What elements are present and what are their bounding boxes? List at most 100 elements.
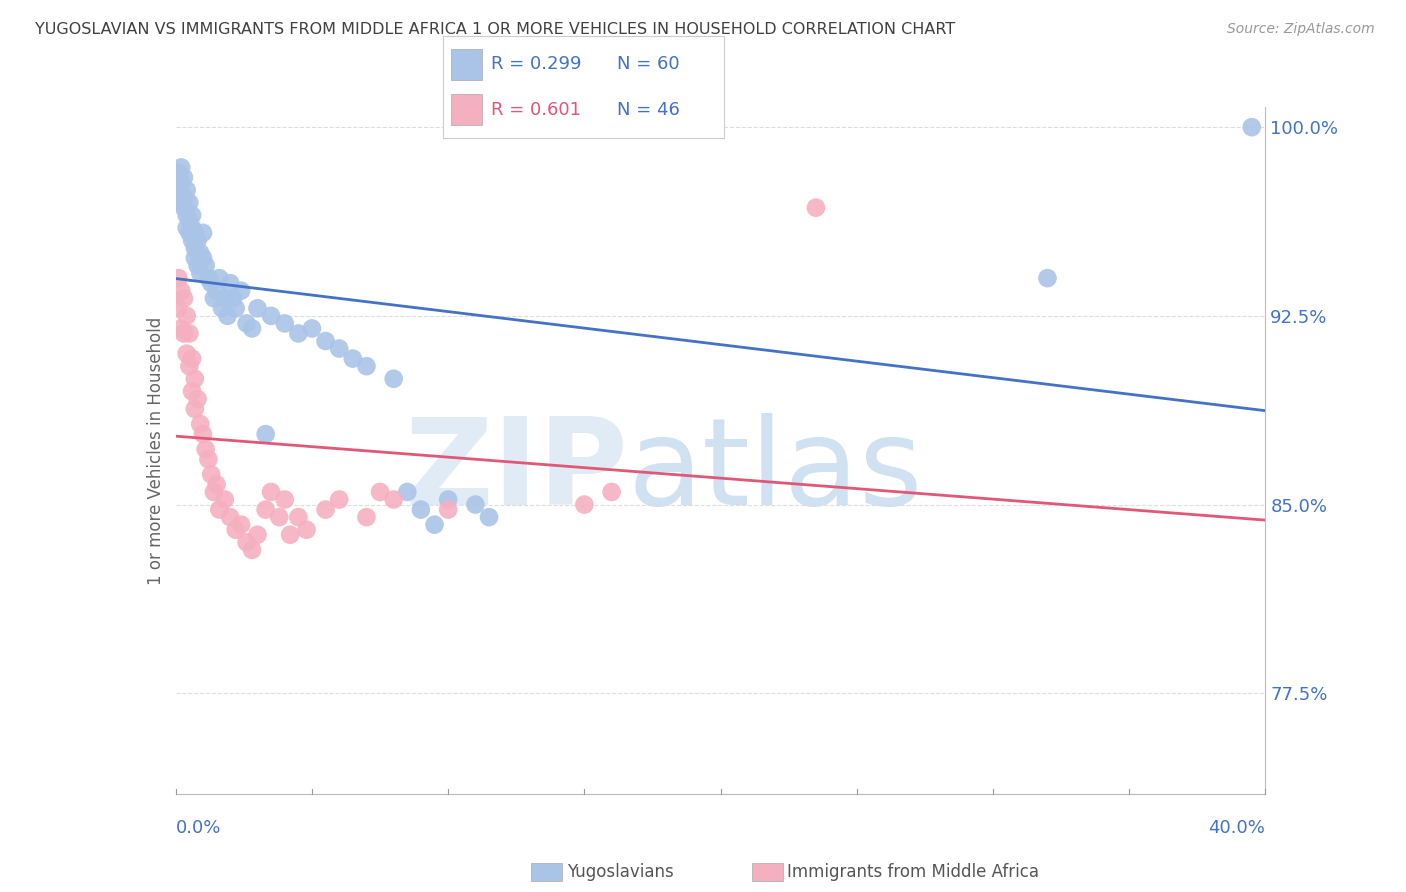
Point (274, 492, 297, 507)
Point (214, 492, 236, 507)
Point (225, 523, 247, 537)
Point (184, 401, 207, 416)
Point (231, 284, 253, 298)
Point (1240, 120, 1263, 135)
Point (188, 246, 211, 260)
Point (219, 510, 242, 524)
Point (179, 326, 201, 341)
Point (184, 372, 207, 386)
Point (222, 291, 245, 305)
FancyBboxPatch shape (451, 49, 482, 79)
Point (278, 527, 301, 541)
Point (191, 226, 214, 240)
Text: atlas: atlas (628, 413, 924, 530)
Text: Yugoslavians: Yugoslavians (567, 863, 673, 881)
Point (181, 351, 204, 366)
Point (464, 498, 486, 512)
Point (342, 351, 364, 366)
Point (301, 321, 323, 335)
Point (260, 485, 283, 500)
Point (186, 392, 209, 406)
Point (240, 321, 263, 335)
Point (437, 492, 460, 507)
Point (423, 517, 446, 532)
Point (181, 233, 204, 247)
Point (804, 201, 827, 215)
Point (274, 317, 297, 331)
Point (186, 233, 209, 247)
Point (260, 309, 283, 323)
Point (295, 523, 318, 537)
Point (170, 321, 193, 335)
Point (356, 359, 378, 374)
Point (167, 183, 190, 197)
Point (315, 334, 337, 348)
Text: YUGOSLAVIAN VS IMMIGRANTS FROM MIDDLE AFRICA 1 OR MORE VEHICLES IN HOUSEHOLD COR: YUGOSLAVIAN VS IMMIGRANTS FROM MIDDLE AF… (35, 22, 956, 37)
Point (194, 259, 217, 273)
Point (176, 183, 198, 197)
Text: ZIP: ZIP (404, 413, 628, 530)
Point (170, 161, 193, 175)
Text: 40.0%: 40.0% (1209, 819, 1265, 837)
Text: N = 60: N = 60 (617, 55, 681, 73)
Y-axis label: 1 or more Vehicles in Household: 1 or more Vehicles in Household (146, 317, 165, 584)
Point (176, 208, 198, 222)
Point (225, 301, 247, 316)
Point (437, 502, 460, 516)
Point (356, 510, 378, 524)
Point (205, 284, 228, 298)
Point (186, 259, 209, 273)
Point (191, 251, 214, 265)
Point (235, 535, 257, 549)
Point (205, 477, 228, 491)
Point (173, 201, 195, 215)
Point (184, 241, 207, 255)
Text: 0.0%: 0.0% (176, 819, 221, 837)
Text: R = 0.299: R = 0.299 (491, 55, 581, 73)
Point (173, 170, 195, 185)
Point (382, 372, 405, 386)
Point (179, 359, 201, 374)
Point (246, 527, 269, 541)
Point (269, 510, 291, 524)
Point (211, 301, 233, 316)
Point (167, 301, 190, 316)
Point (170, 176, 193, 190)
Point (254, 427, 277, 442)
Point (235, 317, 257, 331)
Point (191, 427, 214, 442)
Point (188, 266, 211, 280)
Point (197, 452, 219, 467)
Point (170, 284, 193, 298)
Point (188, 417, 211, 431)
Point (176, 346, 198, 360)
Point (202, 291, 225, 305)
Point (231, 517, 253, 532)
Point (287, 510, 309, 524)
Point (409, 502, 432, 516)
Point (240, 542, 263, 557)
Point (382, 492, 405, 507)
Point (173, 326, 195, 341)
Point (600, 485, 623, 500)
Point (181, 220, 204, 235)
Point (194, 442, 217, 457)
Point (328, 342, 350, 356)
Point (396, 485, 419, 500)
Point (176, 309, 198, 323)
Point (173, 291, 195, 305)
Point (167, 165, 190, 179)
Point (202, 485, 225, 500)
Point (181, 208, 204, 222)
Point (184, 226, 207, 240)
Point (184, 251, 207, 265)
Point (176, 220, 198, 235)
Point (287, 326, 309, 341)
FancyBboxPatch shape (451, 95, 482, 125)
Point (478, 510, 501, 524)
Point (315, 502, 337, 516)
Point (181, 384, 204, 399)
Point (208, 271, 231, 285)
Point (217, 309, 239, 323)
Point (246, 301, 269, 316)
